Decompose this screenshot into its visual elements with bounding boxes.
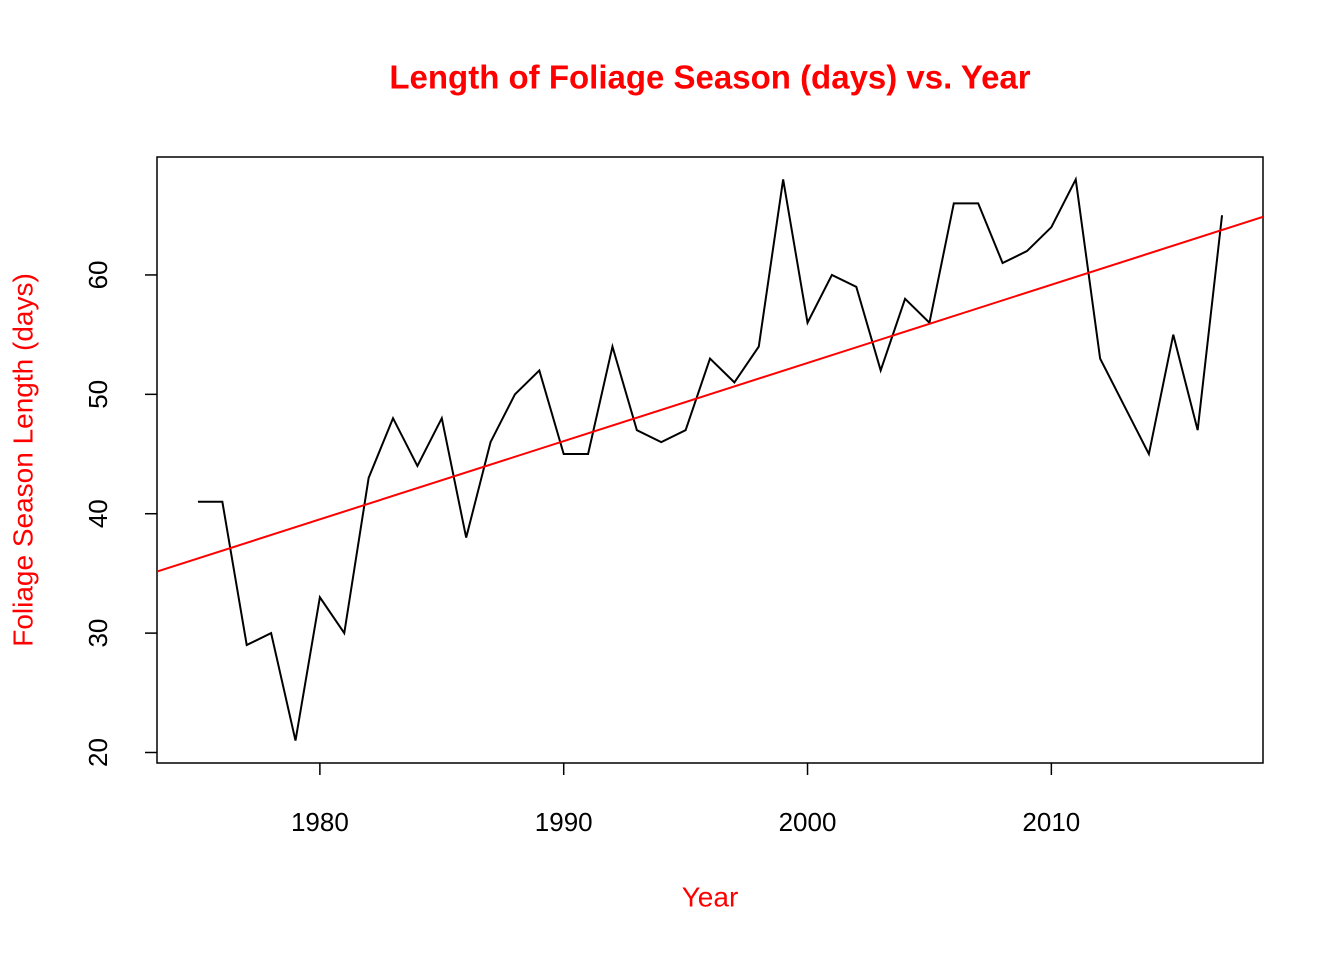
plot-frame — [156, 156, 1264, 764]
y-tick-label: 20 — [83, 738, 113, 767]
data-line — [197, 176, 1224, 741]
y-tick-label: 40 — [83, 499, 113, 528]
trend-line — [157, 215, 1263, 573]
y-tick-label: 50 — [83, 380, 113, 409]
x-axis-label: Year — [682, 881, 739, 912]
y-axis-label: Foliage Season Length (days) — [7, 273, 38, 647]
x-tick-label: 1980 — [291, 807, 349, 837]
chart-title: Length of Foliage Season (days) vs. Year — [389, 59, 1030, 96]
plot-area — [157, 176, 1263, 741]
y-tick-label: 60 — [83, 260, 113, 289]
y-tick-label: 30 — [83, 619, 113, 648]
x-tick-label: 2010 — [1022, 807, 1080, 837]
x-tick-label: 1990 — [535, 807, 593, 837]
x-tick-label: 2000 — [779, 807, 837, 837]
